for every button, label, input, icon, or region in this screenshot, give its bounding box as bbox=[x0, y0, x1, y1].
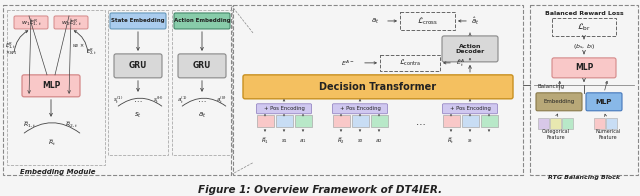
Text: $(b_s,\, b_l)$: $(b_s,\, b_l)$ bbox=[573, 42, 595, 51]
Text: Action
Decoder: Action Decoder bbox=[456, 44, 484, 54]
Text: $\mathcal{L}_{\mathrm{contra}}$: $\mathcal{L}_{\mathrm{contra}}$ bbox=[399, 58, 421, 68]
FancyBboxPatch shape bbox=[536, 93, 582, 111]
Bar bbox=[371, 115, 387, 127]
Text: $E^R_{1,t}$: $E^R_{1,t}$ bbox=[5, 41, 17, 51]
FancyBboxPatch shape bbox=[174, 13, 230, 29]
Text: GRU: GRU bbox=[193, 61, 211, 70]
Text: $s_t^{(1)}$: $s_t^{(1)}$ bbox=[113, 94, 123, 105]
Text: $w_2\times$: $w_2\times$ bbox=[72, 42, 85, 50]
FancyBboxPatch shape bbox=[442, 104, 497, 114]
Bar bbox=[594, 118, 605, 129]
Text: Categorical
Feature: Categorical Feature bbox=[542, 129, 570, 140]
Bar bbox=[461, 115, 479, 127]
Text: $\widehat{R}_{t}$: $\widehat{R}_{t}$ bbox=[48, 137, 56, 148]
Text: Embedding: Embedding bbox=[543, 99, 575, 104]
Bar bbox=[538, 118, 549, 129]
FancyBboxPatch shape bbox=[22, 75, 80, 97]
FancyBboxPatch shape bbox=[114, 54, 162, 78]
Text: + Pos Encoding: + Pos Encoding bbox=[449, 106, 490, 111]
Text: Figure 1: Overview Framework of DT4IER.: Figure 1: Overview Framework of DT4IER. bbox=[198, 185, 442, 195]
FancyBboxPatch shape bbox=[14, 16, 48, 29]
Bar bbox=[562, 118, 573, 129]
Bar bbox=[257, 115, 273, 127]
Bar bbox=[7, 10, 105, 165]
Text: Decision Transformer: Decision Transformer bbox=[319, 82, 436, 92]
Text: Balanced Reward Loss: Balanced Reward Loss bbox=[545, 12, 623, 16]
FancyBboxPatch shape bbox=[243, 75, 513, 99]
Text: $\mathcal{L}_{\mathrm{br}}$: $\mathcal{L}_{\mathrm{br}}$ bbox=[577, 21, 591, 33]
Text: $w_1E^R_{1,t}$: $w_1E^R_{1,t}$ bbox=[20, 17, 42, 27]
FancyBboxPatch shape bbox=[442, 36, 498, 62]
Text: $s_t$: $s_t$ bbox=[134, 111, 142, 120]
Text: $\widehat{R}_t$: $\widehat{R}_t$ bbox=[447, 135, 455, 146]
Text: GRU: GRU bbox=[129, 61, 147, 70]
Text: $a_t$: $a_t$ bbox=[371, 16, 379, 25]
Text: $\widehat{R}_{2,t}$: $\widehat{R}_{2,t}$ bbox=[65, 119, 79, 129]
FancyBboxPatch shape bbox=[257, 104, 312, 114]
Text: RTG Balancing Block: RTG Balancing Block bbox=[548, 175, 620, 180]
Text: $a_t^{(N)}$: $a_t^{(N)}$ bbox=[216, 94, 228, 105]
FancyBboxPatch shape bbox=[586, 93, 622, 111]
Text: Balancing: Balancing bbox=[538, 84, 565, 89]
Text: + Pos Encoding: + Pos Encoding bbox=[264, 106, 305, 111]
Text: $\mathcal{L}_{\mathrm{cross}}$: $\mathcal{L}_{\mathrm{cross}}$ bbox=[417, 15, 438, 27]
Text: $s_t^{(H)}$: $s_t^{(H)}$ bbox=[153, 94, 163, 105]
Text: $s_t$: $s_t$ bbox=[467, 137, 473, 145]
Text: $a_t^{(1)}$: $a_t^{(1)}$ bbox=[177, 94, 188, 105]
Bar bbox=[380, 55, 440, 71]
Bar bbox=[275, 115, 292, 127]
Text: $a_1$: $a_1$ bbox=[300, 137, 307, 145]
Text: $\times\, w_1$: $\times\, w_1$ bbox=[5, 48, 18, 57]
Text: MLP: MLP bbox=[42, 81, 60, 90]
Text: $\ldots$: $\ldots$ bbox=[133, 95, 143, 104]
Text: $s_1$: $s_1$ bbox=[280, 137, 287, 145]
Text: Numerical
Feature: Numerical Feature bbox=[595, 129, 621, 140]
Text: $s_2$: $s_2$ bbox=[356, 137, 364, 145]
Text: $\hat{a}_t$: $\hat{a}_t$ bbox=[471, 15, 479, 27]
Text: MLP: MLP bbox=[596, 99, 612, 105]
Bar bbox=[3, 5, 231, 175]
Text: $\widehat{R}_1$: $\widehat{R}_1$ bbox=[261, 135, 269, 146]
Bar bbox=[294, 115, 312, 127]
FancyBboxPatch shape bbox=[54, 16, 88, 29]
Text: $a_2$: $a_2$ bbox=[375, 137, 383, 145]
Bar bbox=[606, 118, 617, 129]
Text: $\widehat{R}_2$: $\widehat{R}_2$ bbox=[337, 135, 345, 146]
Bar bbox=[552, 18, 616, 36]
Bar bbox=[442, 115, 460, 127]
Bar bbox=[400, 12, 455, 30]
FancyBboxPatch shape bbox=[333, 104, 387, 114]
Bar bbox=[108, 10, 168, 155]
Text: $E^{A-}$: $E^{A-}$ bbox=[341, 58, 355, 68]
Text: Action Embedding: Action Embedding bbox=[173, 18, 230, 24]
Bar bbox=[351, 115, 369, 127]
Bar bbox=[172, 10, 232, 155]
Text: $\ldots$: $\ldots$ bbox=[415, 117, 426, 127]
Bar bbox=[333, 115, 349, 127]
Text: + Pos Encoding: + Pos Encoding bbox=[340, 106, 380, 111]
FancyBboxPatch shape bbox=[178, 54, 226, 78]
Bar bbox=[233, 5, 523, 175]
Text: $E^R_{2,t}$: $E^R_{2,t}$ bbox=[86, 47, 98, 57]
Text: Embedding Module: Embedding Module bbox=[20, 169, 96, 175]
Text: State Embedding: State Embedding bbox=[111, 18, 165, 24]
Text: $\ldots$: $\ldots$ bbox=[197, 95, 207, 104]
Bar bbox=[530, 5, 638, 175]
Bar bbox=[550, 118, 561, 129]
Text: $a_t$: $a_t$ bbox=[198, 111, 206, 120]
Text: MLP: MLP bbox=[575, 63, 593, 72]
Bar bbox=[481, 115, 497, 127]
Text: $\hat{E}_t^A$: $\hat{E}_t^A$ bbox=[456, 57, 465, 69]
FancyBboxPatch shape bbox=[552, 58, 616, 78]
Text: $\widehat{R}_{1,t}$: $\widehat{R}_{1,t}$ bbox=[24, 119, 36, 129]
FancyBboxPatch shape bbox=[110, 13, 166, 29]
Text: $w_2E^R_{2,t}$: $w_2E^R_{2,t}$ bbox=[61, 17, 81, 27]
